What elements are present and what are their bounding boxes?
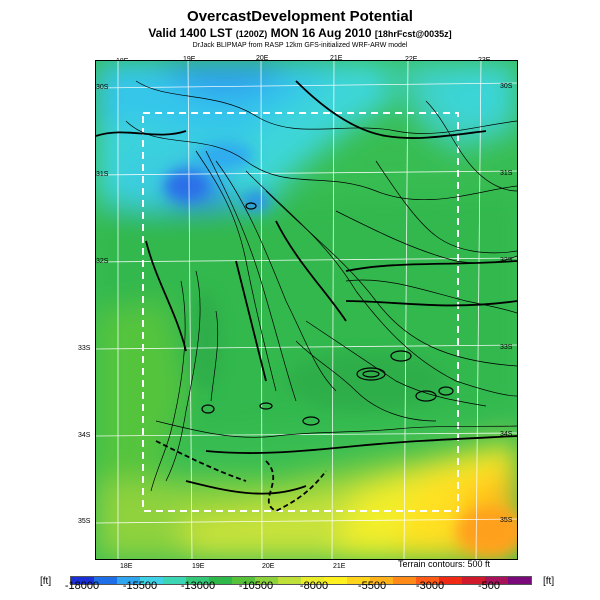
left-lat-label: 31S [96,171,109,178]
colorbar-swatch [416,577,439,584]
colorbar-unit-right: [ft] [543,576,555,587]
colorbar-swatch [485,577,508,584]
colorbar-tick-label: -500 [477,580,501,592]
inner-domain-box [142,112,459,512]
right-lat-label: 30S [500,83,513,90]
colorbar-tick-label: -5500 [357,580,387,592]
colorbar-swatch [186,577,209,584]
terrain-contours [125,80,517,492]
colorbar-swatch [278,577,301,584]
colorbar-swatch [163,577,186,584]
colorbar-swatch [508,577,531,584]
bottom-lon-label: 19E [192,563,205,570]
colorbar-tick-label: -18000 [64,580,100,592]
map-title: OvercastDevelopment Potential [187,8,413,25]
colorbar-swatch [140,577,163,584]
model-credit: DrJack BLIPMAP from RASP 12km GFS-initia… [192,42,408,49]
valid-time: Valid 1400 LST (1200Z) MON 16 Aug 2010 [… [0,26,600,41]
top-lon-label: 21E [330,55,343,62]
colorbar-swatch [71,577,94,584]
top-lon-label: 20E [256,55,269,62]
terrain-contours-major [96,80,517,495]
colorbar-swatch [370,577,393,584]
colorbar-swatch [324,577,347,584]
valid-prefix: Valid 1400 LST [148,26,233,40]
left-lat-label: 33S [78,345,91,352]
colorbar-swatch [462,577,485,584]
left-lat-label: 32S [96,258,109,265]
graticule [96,61,517,559]
colorbar-tick-label: -3000 [415,580,445,592]
top-lon-label: 22E [405,56,418,63]
left-lat-label: 30S [96,84,109,91]
colorbar [70,576,532,585]
colorbar-swatch [439,577,462,584]
map-canvas [96,61,517,559]
colorbar-tick-label: -8000 [299,580,329,592]
colorbar-tick-label: -15500 [122,580,158,592]
field-detail [164,142,517,555]
colorbar-swatch [117,577,140,584]
left-lat-label: 34S [78,432,91,439]
bottom-lon-label: 18E [120,563,133,570]
colorbar-swatch [301,577,324,584]
colorbar-swatch [209,577,232,584]
title-block: OvercastDevelopment Potential Valid 1400… [0,8,600,51]
bottom-lon-label: 21E [333,563,346,570]
colorbar-unit-left: [ft] [40,576,52,587]
colorbar-swatch [232,577,255,584]
left-lat-label: 35S [78,518,91,525]
right-lat-label: 35S [500,517,513,524]
right-lat-label: 33S [500,344,513,351]
colorbar-tick-label: -13000 [180,580,216,592]
colorbar-swatch [347,577,370,584]
map-panel[interactable]: 30S 31S 32S 30S 31S 32S 33S 34S 35S [95,60,518,560]
top-lon-label: 19E [183,56,196,63]
right-lat-label: 34S [500,431,513,438]
colorbar-swatch [393,577,416,584]
terrain-rings [201,202,454,426]
colorbar-swatch [94,577,117,584]
colorbar-swatch [255,577,278,584]
bottom-lon-label: 20E [262,563,275,570]
valid-z: (1200Z) [235,29,268,39]
valid-date: MON 16 Aug 2010 [270,26,372,40]
colorbar-tick-label: -10500 [238,580,274,592]
terrain-contours-dashed [155,440,327,513]
right-lat-label: 32S [500,257,513,264]
forecast-hour: [18hrFcst@0035z] [374,29,452,39]
terrain-contour-note: Terrain contours: 500 ft [398,559,491,569]
right-lat-label: 31S [500,170,513,177]
